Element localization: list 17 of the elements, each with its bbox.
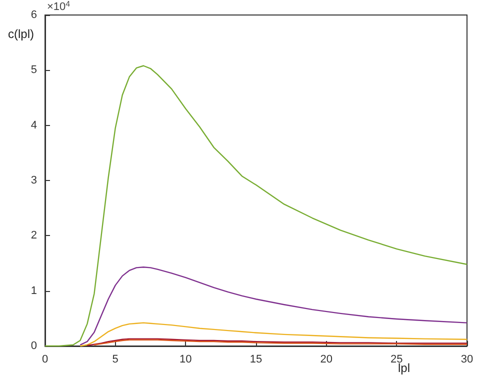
line-series bbox=[86, 338, 468, 346]
y-tick-label: 2 bbox=[30, 230, 37, 242]
line-series bbox=[80, 322, 468, 347]
x-tick-label: 15 bbox=[250, 354, 262, 366]
x-tick-label: 0 bbox=[42, 354, 48, 366]
line-series bbox=[80, 266, 468, 346]
y-tick-label: 5 bbox=[30, 64, 37, 76]
y-tick-label: 1 bbox=[30, 284, 37, 297]
x-tick-label: 20 bbox=[320, 354, 332, 366]
y-axis-title: c(lpl) bbox=[8, 27, 34, 41]
x-tick-label: 10 bbox=[180, 354, 192, 366]
x-tick-label: 5 bbox=[112, 354, 118, 366]
y-tick-label: 6 bbox=[30, 9, 37, 21]
y-tick-label: 0 bbox=[30, 340, 37, 352]
y-tick-label: 4 bbox=[30, 119, 37, 132]
x-tick-label: 30 bbox=[460, 354, 474, 366]
y-tick-label: 3 bbox=[30, 174, 37, 186]
